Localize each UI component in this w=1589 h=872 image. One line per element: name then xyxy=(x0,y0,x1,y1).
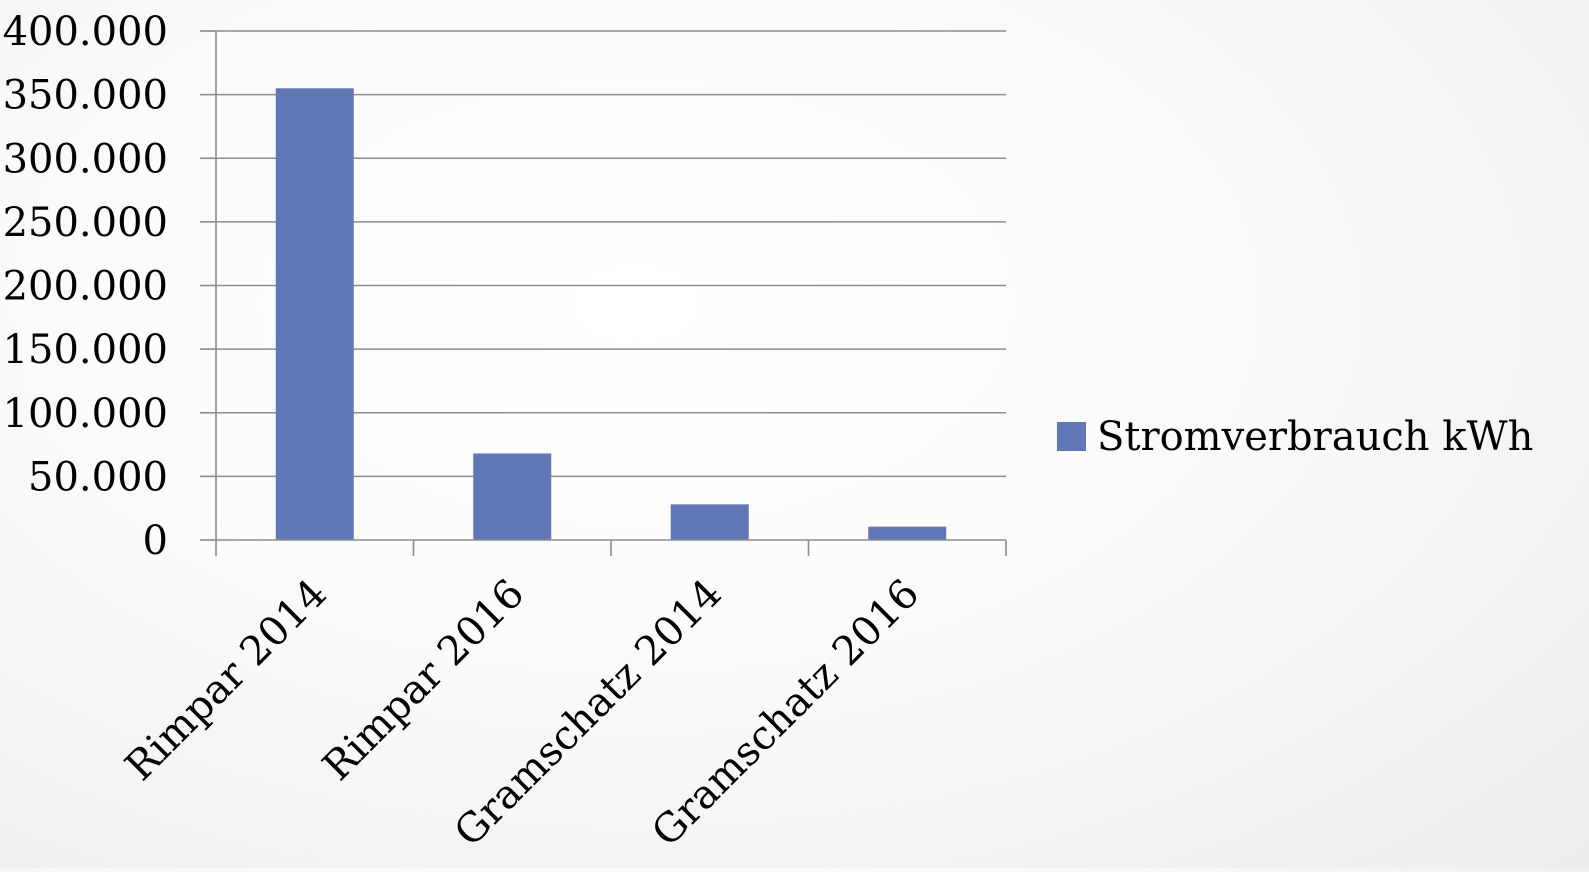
bar xyxy=(473,453,552,540)
y-tick-label: 0 xyxy=(143,518,168,564)
y-tick-label: 400.000 xyxy=(3,9,168,55)
x-tick-label: Rimpar 2016 xyxy=(314,571,533,790)
x-tick-label: Rimpar 2014 xyxy=(117,571,336,790)
y-tick-label: 250.000 xyxy=(3,200,168,246)
y-tick-label: 200.000 xyxy=(3,264,168,310)
y-tick-label: 50.000 xyxy=(28,454,168,500)
axes xyxy=(200,30,1007,556)
legend-swatch xyxy=(1057,422,1086,451)
legend: Stromverbrauch kWh xyxy=(1057,414,1533,460)
y-tick-label: 150.000 xyxy=(3,327,168,373)
y-tick-label: 350.000 xyxy=(3,73,168,119)
bar xyxy=(670,504,749,540)
bars xyxy=(275,88,947,540)
y-tick-label: 100.000 xyxy=(3,391,168,437)
y-tick-label: 300.000 xyxy=(3,136,168,182)
y-tick-labels: 0 50.000 100.000 150.000 200.000 250.000 300.0… xyxy=(3,9,168,564)
legend-label: Stromverbrauch kWh xyxy=(1097,414,1533,460)
bar xyxy=(275,88,354,540)
bar xyxy=(868,526,947,540)
